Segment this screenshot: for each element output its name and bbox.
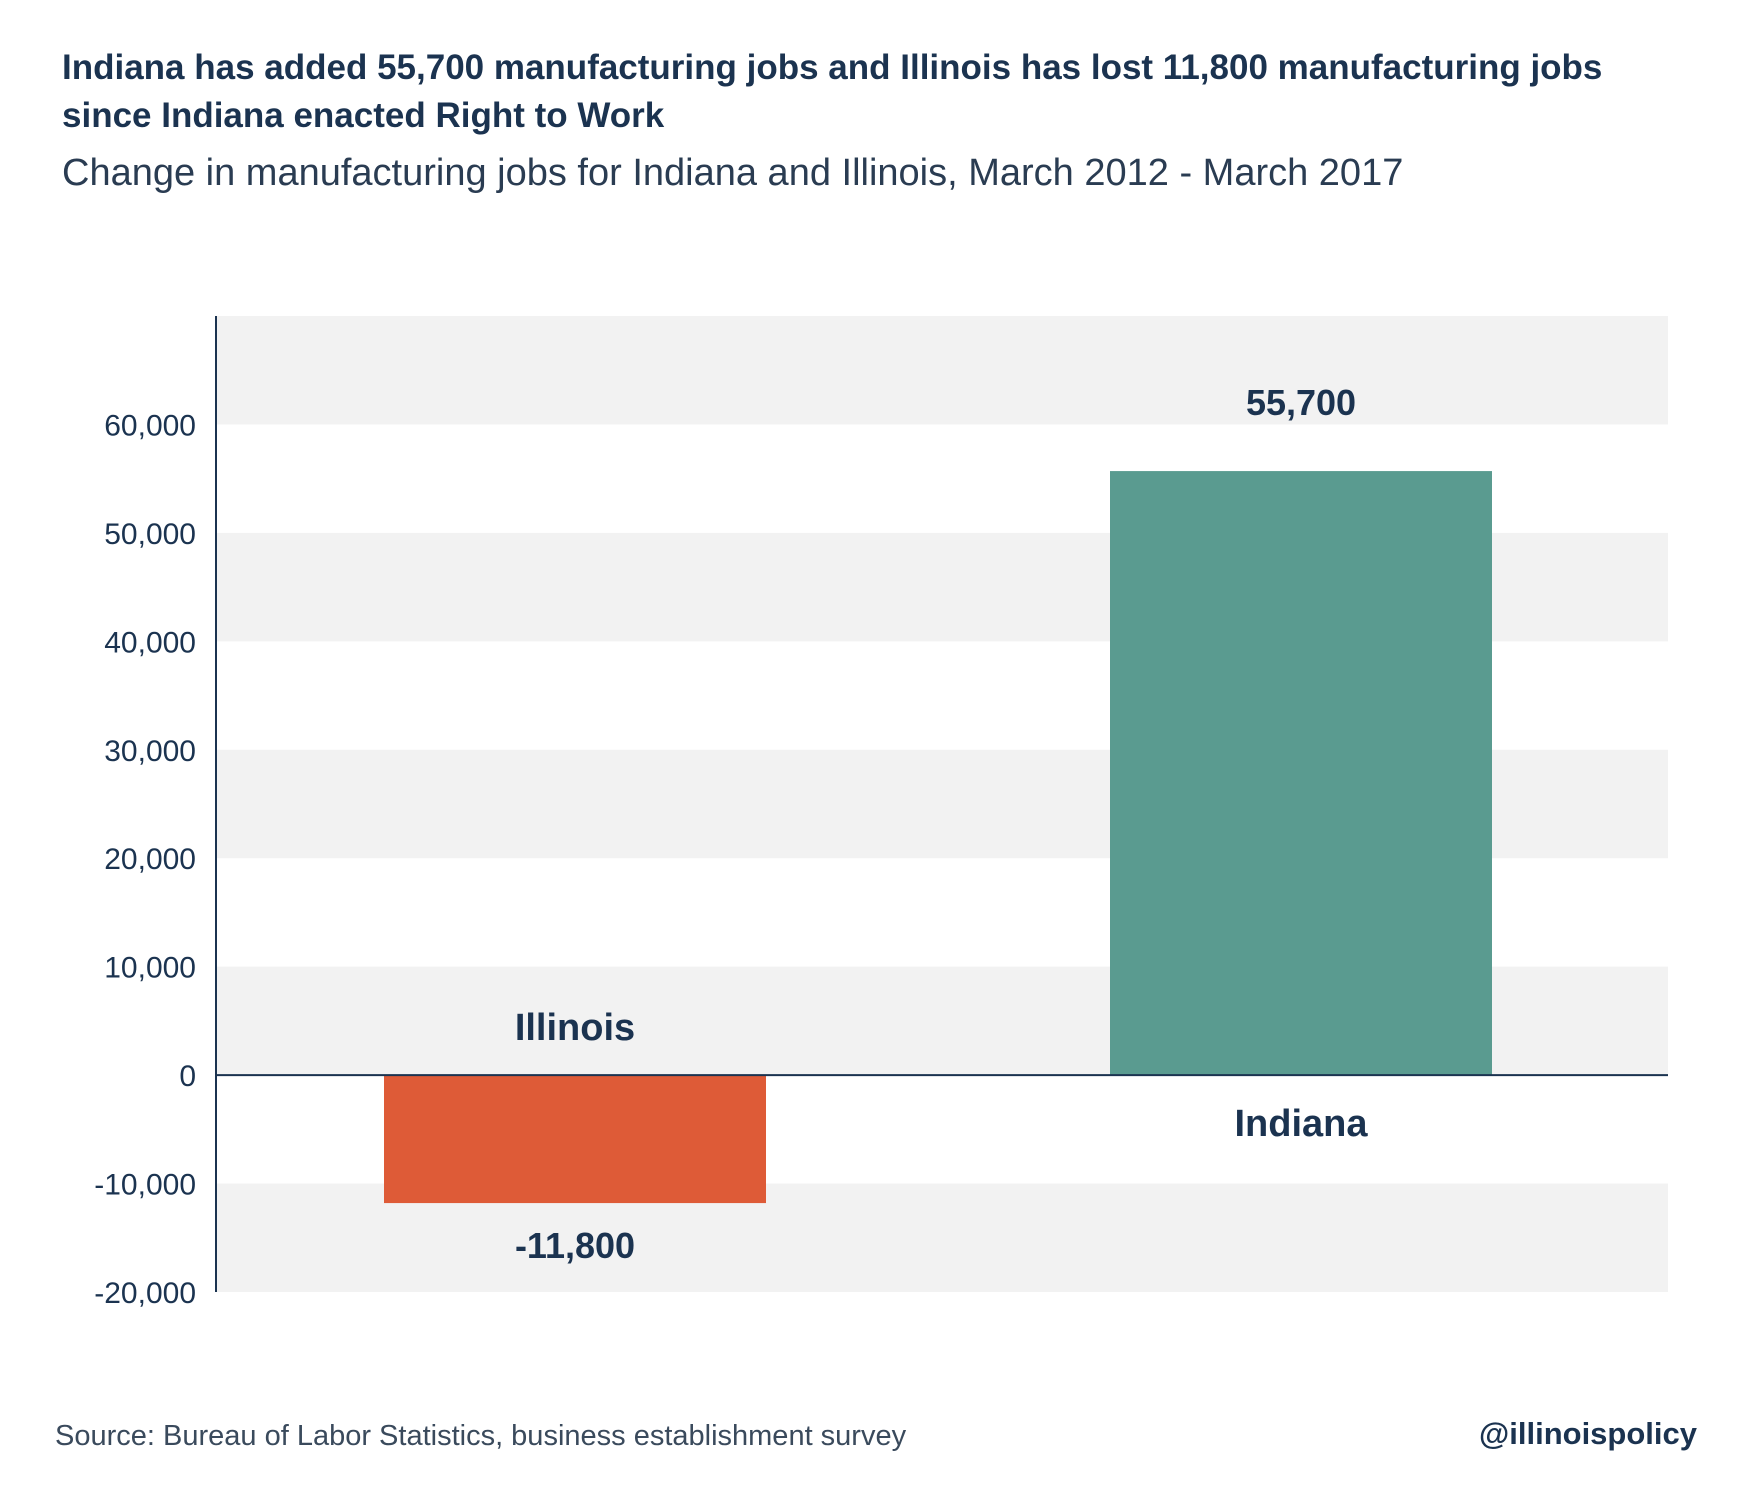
- y-tick-label: 50,000: [104, 518, 196, 551]
- y-tick-label: 20,000: [104, 843, 196, 876]
- y-tick-label: 40,000: [104, 626, 196, 659]
- category-label-illinois: Illinois: [515, 1007, 635, 1049]
- category-label-indiana: Indiana: [1234, 1103, 1368, 1145]
- y-tick-label: 0: [179, 1060, 196, 1093]
- grid-band: [216, 316, 1668, 425]
- bar-indiana: [1110, 471, 1492, 1076]
- y-tick-label: 10,000: [104, 952, 196, 985]
- y-tick-label: 30,000: [104, 735, 196, 768]
- value-label-indiana: 55,700: [1246, 382, 1356, 423]
- chart-subtitle: Change in manufacturing jobs for Indiana…: [62, 152, 1404, 194]
- y-tick-label: -10,000: [94, 1169, 196, 1202]
- y-tick-label: -20,000: [94, 1277, 196, 1310]
- source-note: Source: Bureau of Labor Statistics, busi…: [55, 1420, 907, 1452]
- social-handle: @illinoispolicy: [1479, 1416, 1697, 1451]
- chart-title: Indiana has added 55,700 manufacturing j…: [62, 48, 1603, 135]
- y-tick-label: 60,000: [104, 409, 196, 442]
- value-label-illinois: -11,800: [515, 1225, 635, 1266]
- bar-illinois: [384, 1075, 766, 1204]
